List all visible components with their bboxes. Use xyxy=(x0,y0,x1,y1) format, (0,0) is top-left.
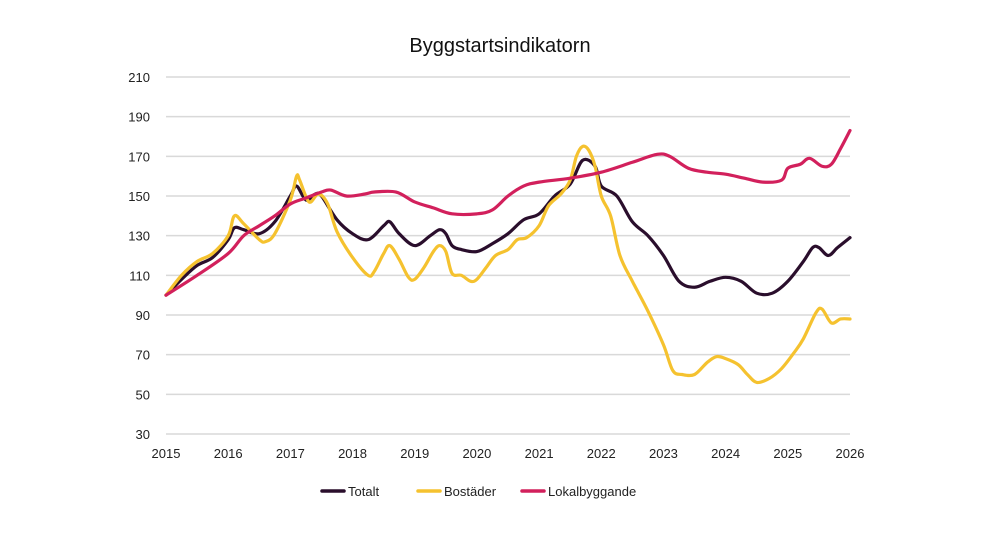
grid xyxy=(166,76,850,435)
y-tick-label: 50 xyxy=(136,387,150,402)
y-tick-label: 110 xyxy=(129,268,150,283)
series-line-bostäder xyxy=(164,144,852,385)
chart-title: Byggstartsindikatorn xyxy=(409,35,590,57)
x-tick-label: 2021 xyxy=(525,446,554,461)
x-axis: 2015 2016 2017 2018 2019 2020 2021 2022 2023 2024… xyxy=(152,446,865,461)
y-tick-label: 70 xyxy=(136,348,150,363)
series-line-totalt xyxy=(164,157,852,297)
legend-label: Bostäder xyxy=(444,484,497,499)
x-tick-label: 2022 xyxy=(587,446,616,461)
y-tick-label: 90 xyxy=(136,308,150,323)
y-tick-label: 170 xyxy=(128,149,150,164)
x-tick-label: 2020 xyxy=(462,446,491,461)
y-axis: 30 50 70 90 110 130 150 170 190 210 xyxy=(128,70,150,442)
x-tick-label: 2026 xyxy=(836,446,865,461)
x-tick-label: 2019 xyxy=(400,446,429,461)
legend-label: Totalt xyxy=(348,484,379,499)
x-tick-label: 2023 xyxy=(649,446,678,461)
x-tick-label: 2024 xyxy=(711,446,740,461)
y-tick-label: 30 xyxy=(136,427,150,442)
y-tick-label: 210 xyxy=(128,70,150,85)
x-tick-label: 2016 xyxy=(214,446,243,461)
y-tick-label: 190 xyxy=(128,110,150,125)
x-tick-label: 2018 xyxy=(338,446,367,461)
y-tick-label: 130 xyxy=(128,229,150,244)
legend-label: Lokalbyggande xyxy=(548,484,636,499)
y-tick-label: 150 xyxy=(128,189,150,204)
series-lines xyxy=(164,128,852,385)
legend: Totalt Bostäder Lokalbyggande xyxy=(320,484,636,499)
x-tick-label: 2015 xyxy=(152,446,181,461)
series-line-lokalbyggande xyxy=(164,128,852,297)
x-tick-label: 2025 xyxy=(773,446,802,461)
x-tick-label: 2017 xyxy=(276,446,305,461)
